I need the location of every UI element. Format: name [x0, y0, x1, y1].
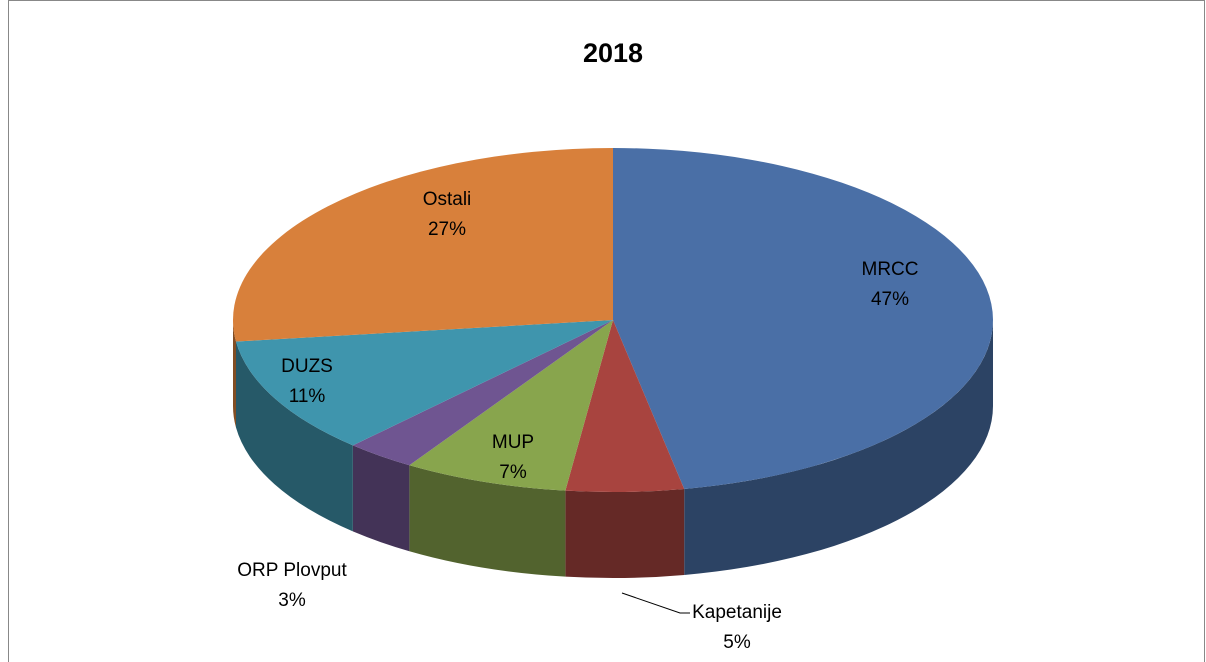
data-label-value: 5%: [723, 632, 751, 653]
data-label-value: 3%: [278, 590, 306, 611]
slice: [613, 148, 993, 489]
slice: [352, 320, 613, 466]
data-label-name: MRCC: [862, 259, 919, 280]
data-label-value: 47%: [871, 289, 909, 310]
data-label-name: ORP Plovput: [237, 560, 347, 581]
slice: [409, 320, 613, 491]
slice-side: [565, 488, 685, 579]
slice-side: [684, 320, 994, 575]
data-label-name: Ostali: [423, 189, 472, 210]
leader-line: [621, 592, 690, 614]
slice-side: [233, 320, 236, 428]
data-label-value: 11%: [289, 386, 326, 407]
chart-title: 2018: [583, 38, 643, 68]
slice: [235, 320, 614, 446]
data-label-value: 27%: [428, 219, 466, 240]
slice: [565, 320, 685, 492]
data-label-name: Kapetanije: [692, 602, 782, 623]
data-label-name: DUZS: [281, 356, 333, 377]
data-label-name: MUP: [492, 432, 534, 453]
slice-side: [352, 445, 410, 552]
data-label-value: 7%: [499, 462, 527, 483]
slice: [232, 148, 613, 342]
slice-side: [409, 465, 566, 577]
slice-side: [235, 341, 353, 532]
